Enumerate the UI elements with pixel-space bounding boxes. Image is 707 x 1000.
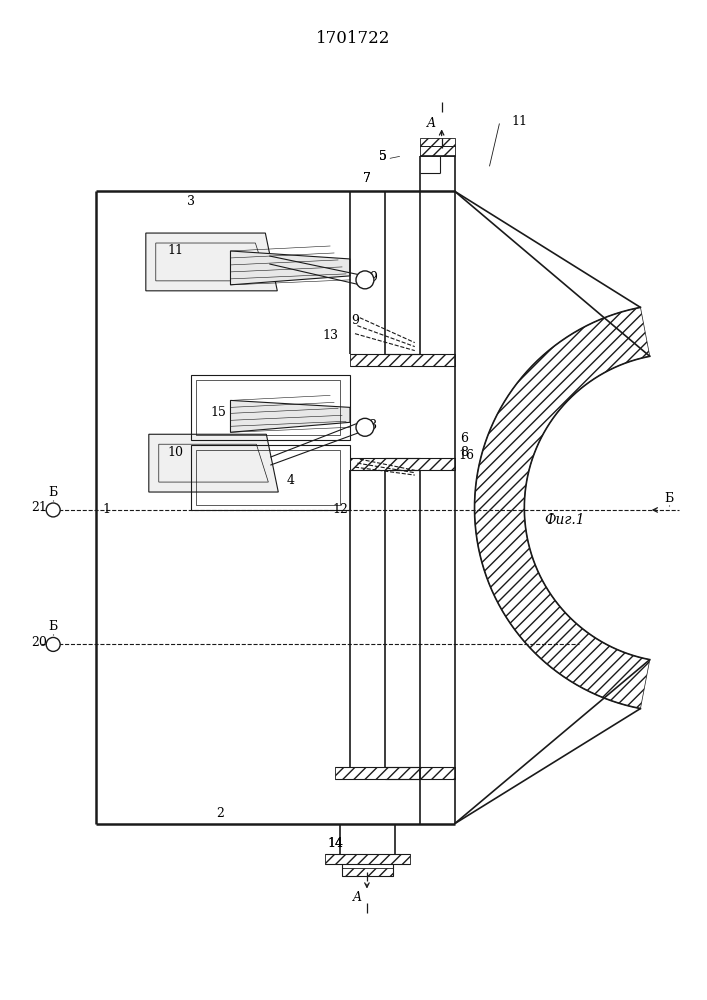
Circle shape xyxy=(356,271,374,289)
Text: 18: 18 xyxy=(362,419,378,432)
Circle shape xyxy=(46,503,60,517)
Bar xyxy=(191,375,350,440)
Text: 12: 12 xyxy=(332,503,348,516)
Text: Фиг.1: Фиг.1 xyxy=(544,513,585,527)
Text: 1701722: 1701722 xyxy=(316,30,390,47)
Text: 3: 3 xyxy=(187,195,194,208)
Text: 10: 10 xyxy=(168,446,184,459)
Text: 16: 16 xyxy=(459,449,474,462)
Polygon shape xyxy=(146,233,277,291)
Text: 5: 5 xyxy=(379,150,387,163)
Polygon shape xyxy=(230,251,350,285)
Text: Б: Б xyxy=(664,492,673,505)
Text: 13: 13 xyxy=(322,329,338,342)
Text: A: A xyxy=(427,117,436,130)
Bar xyxy=(196,380,340,435)
Circle shape xyxy=(356,418,374,436)
Circle shape xyxy=(46,637,60,651)
Polygon shape xyxy=(148,434,279,492)
Polygon shape xyxy=(230,400,350,432)
Text: 21: 21 xyxy=(31,501,47,514)
Text: 20: 20 xyxy=(31,636,47,649)
Text: 5: 5 xyxy=(379,150,387,163)
Text: 7: 7 xyxy=(363,172,371,185)
Bar xyxy=(191,445,350,510)
Bar xyxy=(196,450,340,505)
Text: 1: 1 xyxy=(102,503,110,516)
Text: 9: 9 xyxy=(351,314,359,327)
Text: 4: 4 xyxy=(286,474,294,487)
Text: Б: Б xyxy=(49,486,58,499)
Text: 11: 11 xyxy=(168,244,184,257)
Text: 2: 2 xyxy=(216,807,224,820)
Text: 6: 6 xyxy=(460,432,469,445)
Text: 8: 8 xyxy=(460,446,469,459)
Text: 7: 7 xyxy=(363,172,371,185)
Text: A: A xyxy=(353,891,361,904)
Text: 11: 11 xyxy=(511,115,527,128)
Text: 14: 14 xyxy=(327,837,343,850)
Text: 19: 19 xyxy=(362,271,378,284)
Text: 14: 14 xyxy=(327,837,343,850)
Text: Б: Б xyxy=(49,620,58,633)
Text: 15: 15 xyxy=(211,406,226,419)
